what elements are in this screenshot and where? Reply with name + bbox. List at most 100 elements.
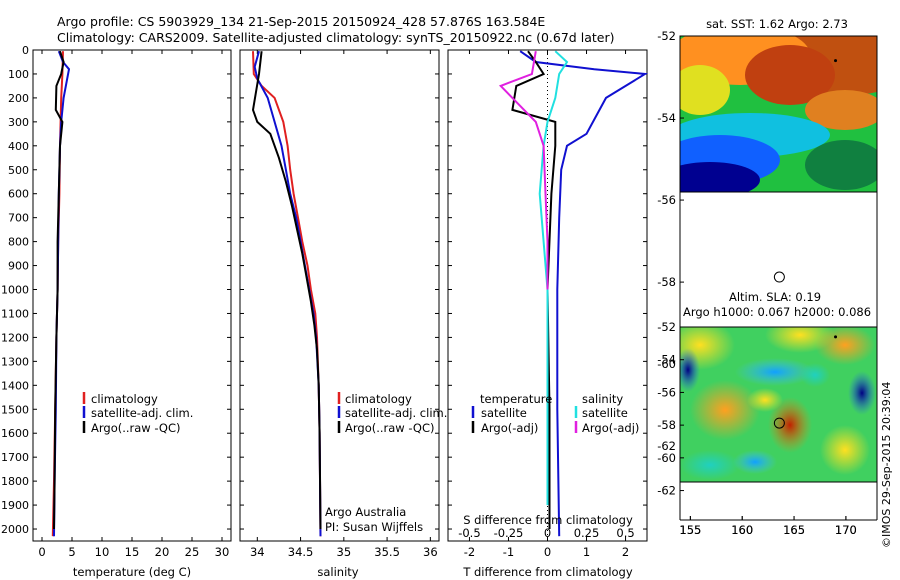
latitude-tick-label: -58 [657,418,676,432]
s-difference-tick-label: -0.5 [458,526,480,540]
latitude-tick-label: -56 [657,193,676,207]
x-tick-label: 5 [68,545,75,559]
longitude-tick-label: 160 [731,523,753,537]
depth-tick-label: 2000 [1,523,29,536]
depth-tick-label: 1800 [1,475,29,488]
s-difference-tick-label: 0 [544,526,551,540]
x-tick-label: 0 [38,545,45,559]
x-tick-label: 34 [250,545,265,559]
depth-tick-label: 1500 [1,403,29,416]
argo-position-marker [773,417,785,429]
sla-high-region [690,380,760,440]
depth-axis: 0 100 200 300 400 500 600 700 800 900 1000 1100 1200… [1,44,231,536]
latitude-tick-label: -52 [657,29,676,43]
argo-australia-label: Argo Australia [325,505,406,519]
sla-map-markers [773,335,838,429]
temperature-xlabel: temperature (deg C) [73,565,191,579]
x-tick-label: 35.5 [374,545,400,559]
sla-map-title-line-1: Altim. SLA: 0.19 [729,290,821,304]
sla-map-panel: Altim. SLA: 0.19 Argo h1000: 0.067 h2000… [657,290,878,537]
legend-s-satellite-label: satellite [582,406,628,420]
sla-low-region [800,363,830,387]
t-difference-label: T difference from climatology [462,565,633,579]
legend-temperature-heading: temperature [480,392,552,406]
depth-tick-label: 1300 [1,355,29,368]
depth-tick-label: 800 [8,236,29,249]
latitude-tick-label: -60 [657,357,676,371]
salinity-legend: climatology satellite-adj. clim. Argo(..… [337,392,447,435]
sla-map-axes-ticks: -52 -54 -56 -58 -60 -62 155 160 165 170 [657,320,878,537]
sst-map-title: sat. SST: 1.62 Argo: 2.73 [706,17,848,31]
series-line [498,51,549,290]
latitude-tick-label: -58 [657,275,676,289]
latitude-tick-label: -62 [657,439,676,453]
legend-satellite-label: satellite-adj. clim. [91,406,193,420]
legend-t-satellite-label: satellite [481,406,527,420]
difference-panel: -2 -1 0 1 2 -0.5 -0.25 0 0.25 0.5 S difference fr… [447,49,649,579]
sla-low-region [848,371,876,415]
longitude-tick-label: 155 [679,523,701,537]
latitude-tick-label: -54 [657,353,676,367]
sla-map-title-line-2: Argo h1000: 0.067 h2000: 0.086 [683,305,871,319]
depth-tick-label: 200 [8,92,29,105]
salinity-xlabel: salinity [317,565,358,579]
legend-argo-label: Argo(..raw -QC) [91,421,181,435]
x-tick-label: 15 [125,545,140,559]
latitude-tick-label: -56 [657,385,676,399]
legend-t-argo-label: Argo(-adj) [481,421,538,435]
latitude-tick-label: -54 [657,111,676,125]
temperature-series [51,50,71,537]
sla-heatmap [680,327,876,480]
sla-peak-region [768,397,812,453]
sla-low-region [735,358,815,386]
header-line-2: Climatology: CARS2009. Satellite-adjuste… [57,30,614,45]
sst-map-markers [773,59,838,283]
longitude-tick-label: 170 [835,523,857,537]
salinity-x-axis: 34 34.5 35 35.5 36 [250,50,438,559]
s-difference-tick-label: 0.25 [574,526,600,540]
series-line [251,51,322,530]
legend-climatology-label: climatology [345,392,412,406]
sla-low-region [680,450,740,480]
legend-salinity-heading: salinity [582,392,623,406]
longitude-tick-label: 170 [835,523,857,537]
depth-tick-label: 1400 [1,379,29,392]
x-tick-label: 10 [95,545,110,559]
x-tick-label: 0 [544,545,551,559]
longitude-tick-label: 165 [783,523,805,537]
temperature-legend: climatology satellite-adj. clim. Argo(..… [82,392,193,435]
difference-series [498,50,649,537]
temperature-panel: 0100200300400500600700800900100011001200… [1,44,232,579]
difference-x-axis: -2 -1 0 1 2 -0.5 -0.25 0 0.25 0.5 [458,50,635,559]
sla-high-region [820,425,870,475]
header-line-1: Argo profile: CS 5903929_134 21-Sep-2015… [57,14,545,29]
x-tick-label: -2 [464,545,475,559]
x-tick-label: 36 [423,545,438,559]
longitude-tick-label: 160 [731,523,753,537]
x-tick-label: 20 [155,545,170,559]
sla-high-region [747,388,783,412]
depth-tick-label: 1900 [1,499,29,512]
s-difference-label: S difference from climatology [463,513,633,527]
salinity-panel: 34 34.5 35 35.5 36 salinity climatology sate… [239,49,447,579]
argo-position-marker [773,271,785,283]
temperature-x-axis: 0 5 10 15 20 25 30 [38,50,229,559]
x-tick-label: -1 [503,545,514,559]
depth-tick-label: 1000 [1,284,29,297]
latitude-tick-label: -62 [657,484,676,498]
depth-tick-label: 900 [8,260,29,273]
depth-tick-label: 400 [8,140,29,153]
longitude-tick-label: 155 [679,523,701,537]
sst-mild-region [680,65,730,115]
depth-tick-label: 100 [8,68,29,81]
depth-tick-label: 1600 [1,427,29,440]
float-marker [834,59,838,63]
s-difference-tick-label: -0.25 [494,526,524,540]
latitude-tick-label: -52 [657,320,676,334]
salinity-y-ticks [240,49,439,530]
legend-argo-label: Argo(..raw -QC) [345,421,435,435]
x-tick-label: 30 [215,545,230,559]
depth-tick-label: 1700 [1,451,29,464]
salinity-series [251,50,322,537]
